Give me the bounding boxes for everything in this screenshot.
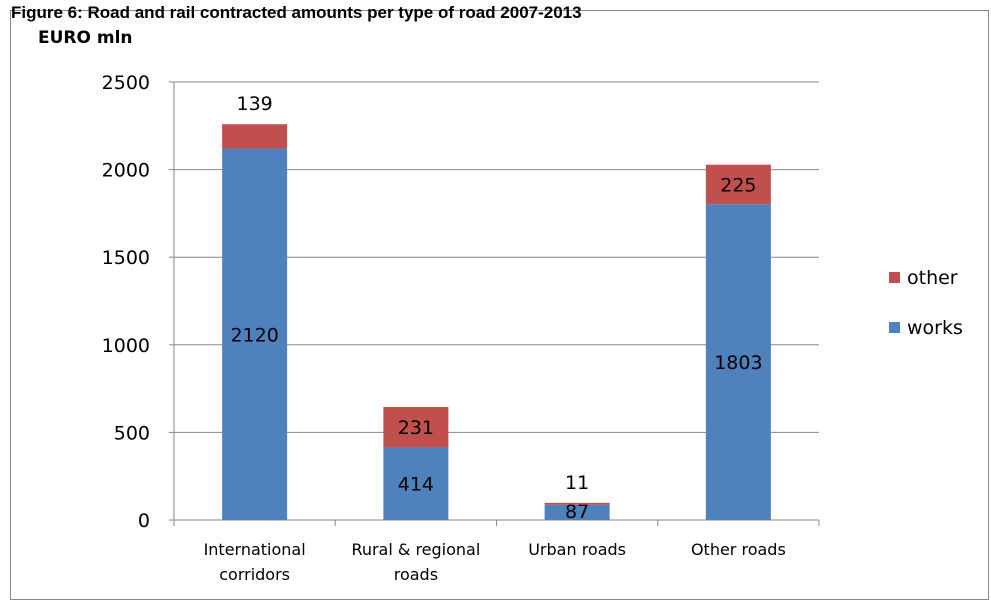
legend-label-works: works bbox=[907, 317, 963, 339]
x-tick-label: International bbox=[204, 540, 306, 559]
bar-works bbox=[222, 148, 288, 521]
bar-works bbox=[383, 447, 449, 520]
bar-works bbox=[705, 204, 771, 521]
legend-label-other: other bbox=[907, 267, 958, 289]
x-tick-label: corridors bbox=[219, 565, 290, 584]
bar-other bbox=[222, 124, 288, 149]
y-tick-label: 1500 bbox=[102, 247, 150, 269]
y-tick-label: 1000 bbox=[102, 335, 150, 357]
data-label-other: 139 bbox=[236, 93, 272, 115]
figure-caption: Figure 6: Road and rail contracted amoun… bbox=[11, 3, 582, 22]
data-label-other: 11 bbox=[565, 472, 589, 494]
legend-swatch-other bbox=[889, 272, 900, 283]
y-tick-label: 0 bbox=[138, 510, 150, 532]
data-label-other: 231 bbox=[398, 417, 434, 439]
y-tick-label: 2000 bbox=[102, 160, 150, 182]
x-tick-label: Rural & regional bbox=[351, 540, 480, 559]
y-tick-label: 2500 bbox=[102, 72, 150, 94]
data-label-works: 87 bbox=[565, 501, 589, 523]
bar-other bbox=[544, 502, 610, 505]
x-tick-label: Urban roads bbox=[528, 540, 626, 559]
y-axis-title: EURO mln bbox=[38, 28, 133, 48]
data-label-works: 2120 bbox=[230, 324, 278, 346]
data-label-works: 414 bbox=[398, 474, 434, 496]
x-tick-label: roads bbox=[394, 565, 438, 584]
chart-frame: Figure 6: Road and rail contracted amoun… bbox=[10, 3, 989, 600]
data-label-works: 1803 bbox=[714, 352, 762, 374]
y-tick-label: 500 bbox=[114, 422, 150, 444]
bar-works bbox=[544, 504, 610, 520]
data-label-other: 225 bbox=[720, 174, 756, 196]
x-tick-label: Other roads bbox=[691, 540, 786, 559]
legend-swatch-works bbox=[889, 322, 900, 333]
bar-other bbox=[705, 164, 771, 205]
bar-other bbox=[383, 406, 449, 448]
